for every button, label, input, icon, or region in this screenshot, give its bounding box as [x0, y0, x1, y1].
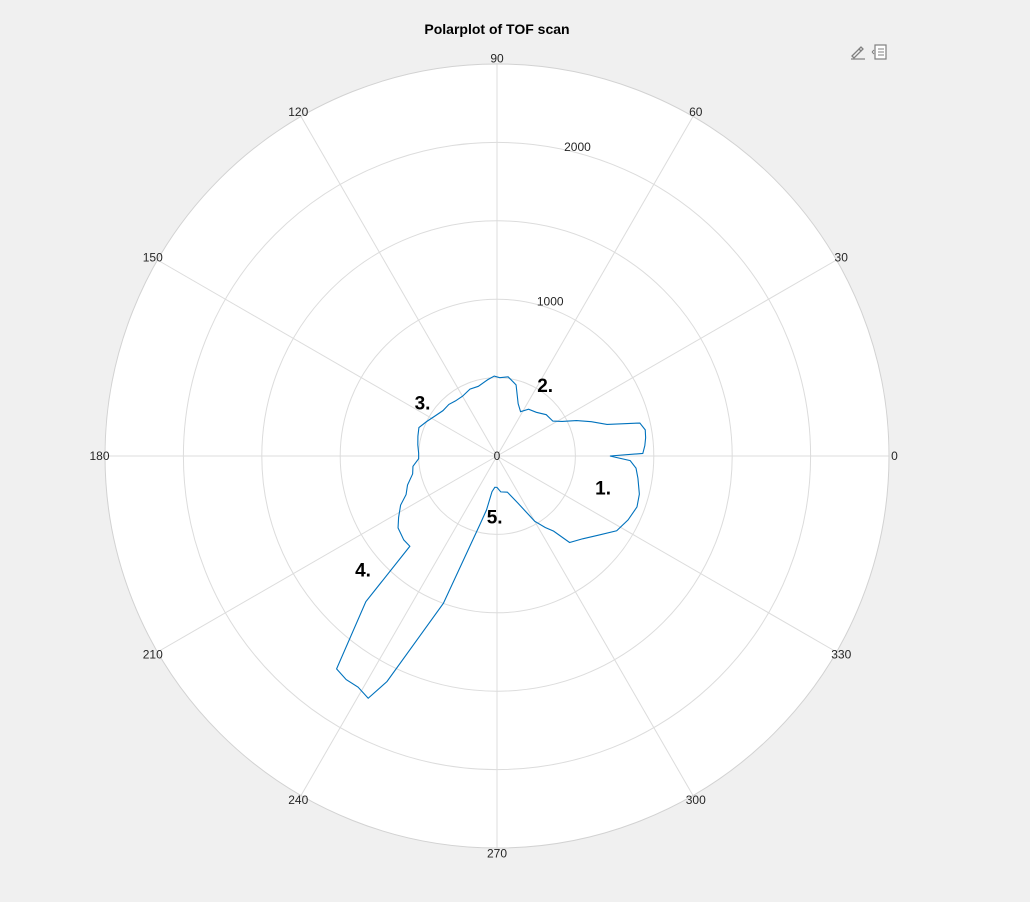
brush-icon[interactable]	[848, 42, 868, 62]
theta-tick-label: 180	[89, 449, 109, 463]
annotation-label: 3.	[415, 393, 431, 414]
r-tick-label: 1000	[537, 295, 564, 309]
theta-tick-label: 150	[143, 250, 163, 264]
annotation-label: 1.	[595, 479, 611, 500]
theta-grid-spoke	[157, 259, 498, 457]
axes-toolbar	[848, 42, 890, 62]
theta-tick-label: 90	[490, 52, 504, 66]
annotation-label: 2.	[537, 376, 553, 397]
theta-tick-label: 60	[689, 105, 703, 119]
legend-icon[interactable]	[870, 42, 890, 62]
r-tick-label: 2000	[564, 140, 591, 154]
theta-tick-label: 120	[288, 105, 308, 119]
theta-grid-spoke	[300, 455, 498, 796]
theta-grid-spoke	[496, 455, 837, 653]
theta-tick-label: 300	[686, 793, 706, 807]
theta-grid-spoke	[157, 455, 498, 653]
theta-tick-label: 0	[891, 449, 898, 463]
annotation-label: 4.	[355, 561, 371, 582]
theta-tick-label: 270	[487, 846, 507, 860]
chart-title: Polarplot of TOF scan	[424, 21, 569, 37]
theta-tick-label: 30	[835, 250, 849, 264]
series-line	[335, 375, 647, 700]
theta-grid-spoke	[496, 259, 837, 457]
polar-outer-edge	[104, 63, 890, 849]
theta-tick-label: 210	[143, 648, 163, 662]
theta-tick-label: 240	[288, 793, 308, 807]
theta-tick-label: 330	[831, 648, 851, 662]
theta-grid-spoke	[496, 116, 694, 457]
theta-grid-spoke	[300, 116, 498, 457]
r-tick-label: 0	[494, 449, 501, 463]
theta-grid-spoke	[496, 455, 694, 796]
annotation-label: 5.	[487, 507, 503, 528]
